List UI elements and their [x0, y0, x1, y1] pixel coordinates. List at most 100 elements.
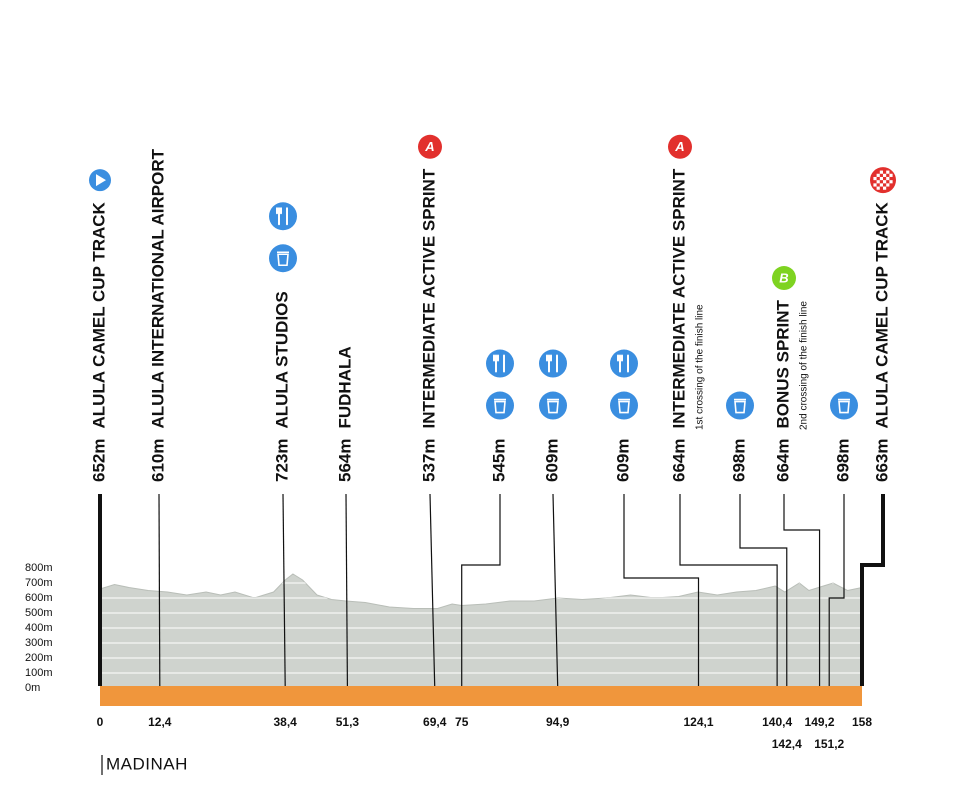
icon-glyph [96, 174, 106, 187]
icon-circle [539, 349, 567, 378]
icon-glyph [734, 398, 746, 414]
y-tick-label: 200m [25, 652, 53, 664]
icon-glyph [879, 183, 883, 187]
waypoint-name: INTERMEDIATE ACTIVE SPRINT [419, 168, 438, 428]
icon-glyph [493, 354, 505, 373]
icon-circle [772, 266, 796, 291]
icon-glyph [494, 398, 506, 414]
icon-glyph [618, 398, 630, 414]
waypoint-altitude: 545m [489, 439, 508, 482]
icon-finish [870, 167, 896, 194]
icon-glyph [883, 173, 887, 177]
icon-circle [269, 244, 297, 273]
y-tick-label: 700m [25, 577, 53, 589]
waypoint-altitude: 564m [335, 439, 354, 482]
icon-glyph [879, 170, 883, 174]
elevation-outline [99, 573, 863, 609]
icon-glyph [546, 354, 558, 373]
icon-food [539, 349, 567, 378]
icon-trash [726, 391, 754, 420]
badge-letter: B [779, 270, 788, 285]
waypoint-name: FUDHALA [335, 346, 354, 428]
leader-line [345, 493, 349, 687]
km-label: 51,3 [336, 715, 360, 729]
waypoint-note: 2nd crossing of the finish line [799, 301, 810, 430]
waypoint-name: ALULA STUDIOS [272, 291, 291, 428]
icon-glyph [876, 180, 880, 184]
leader-line [828, 494, 845, 686]
icon-circle [486, 391, 514, 420]
waypoint-altitude: 664m [773, 439, 792, 482]
waypoint-altitude: 537m [419, 439, 438, 482]
icon-food [486, 349, 514, 378]
waypoint-note: 1st crossing of the finish line [695, 304, 706, 430]
icon-glyph [883, 186, 887, 190]
km-label: 140,4 [762, 715, 792, 729]
km-label: 38,4 [274, 715, 298, 729]
leader-line [158, 493, 161, 687]
badge-letter: A [424, 139, 434, 154]
km-label: 151,2 [814, 737, 844, 751]
icon-glyph [886, 183, 890, 187]
icon-trash [269, 244, 297, 273]
leader-line [679, 494, 778, 686]
waypoint-name: BONUS SPRINT [773, 299, 792, 428]
icon-circle [269, 202, 297, 231]
y-tick-label: 400m [25, 622, 53, 634]
waypoint-altitude: 609m [613, 439, 632, 482]
icon-circle [418, 134, 442, 159]
waypoint-altitude: 664m [669, 439, 688, 482]
waypoint-altitude: 652m [89, 439, 108, 482]
icon-food [610, 349, 638, 378]
icon-glyph [883, 180, 887, 184]
icon-glyph [838, 398, 850, 414]
km-label: 149,2 [805, 715, 835, 729]
leader-line [552, 493, 559, 687]
icon-glyph [879, 176, 883, 181]
y-tick-label: 0m [25, 682, 40, 694]
km-label: 12,4 [148, 715, 172, 729]
icon-trash [610, 391, 638, 420]
icon-glyph [876, 186, 880, 190]
icon-glyph [617, 354, 629, 373]
icon-trash [486, 391, 514, 420]
icon-trash [830, 391, 858, 420]
leader-line [429, 493, 436, 687]
waypoint-altitude: 609m [542, 439, 561, 482]
y-tick-label: 800m [25, 562, 53, 574]
leader-line [739, 494, 788, 686]
km-label: 158 [852, 715, 872, 729]
icon-badge: A [418, 134, 442, 159]
icon-glyph [547, 398, 559, 414]
waypoint-altitude: 723m [272, 439, 291, 482]
leader-line [783, 494, 821, 686]
waypoint-name: ALULA CAMEL CUP TRACK [89, 201, 108, 428]
icon-circle [486, 349, 514, 378]
icon-badge: A [668, 134, 692, 159]
icon-circle [830, 391, 858, 420]
icon-glyph [876, 173, 880, 177]
leader-line [461, 494, 501, 686]
waypoint-altitude: 698m [729, 439, 748, 482]
y-tick-label: 600m [25, 592, 53, 604]
km-label: 142,4 [772, 737, 802, 751]
km-label: 75 [455, 715, 469, 729]
badge-letter: A [674, 139, 684, 154]
icon-glyph [276, 207, 288, 226]
start-town: MADINAH [106, 754, 188, 773]
icon-glyph [886, 170, 890, 174]
y-tick-label: 100m [25, 667, 53, 679]
waypoint-altitude: 698m [833, 439, 852, 482]
ground-band [100, 686, 862, 706]
icon-glyph [873, 176, 877, 181]
icon-glyph [873, 183, 877, 187]
icon-circle [610, 391, 638, 420]
waypoint-altitude: 610m [148, 439, 167, 482]
icon-glyph [886, 176, 890, 181]
waypoint-altitude: 663m [872, 439, 891, 482]
icon-trash [539, 391, 567, 420]
icon-food [269, 202, 297, 231]
km-label: 124,1 [683, 715, 713, 729]
